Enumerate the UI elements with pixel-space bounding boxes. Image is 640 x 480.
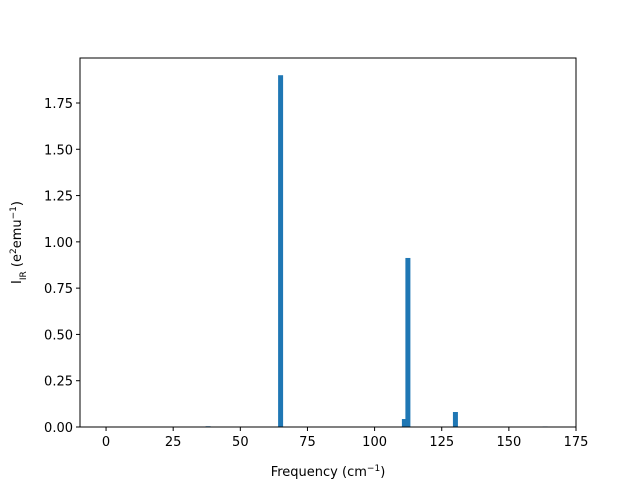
x-axis-label-part: ): [380, 465, 385, 480]
y-tick-label: 0.75: [44, 282, 73, 297]
y-axis-label-part: −1: [9, 206, 19, 219]
y-tick-label: 1.25: [44, 190, 73, 205]
x-tick-label: 0: [102, 435, 110, 450]
x-tick-label: 175: [564, 435, 589, 450]
bar: [452, 412, 458, 427]
y-axis-label-part: (e: [10, 254, 25, 271]
bar: [401, 419, 407, 427]
x-axis-label: Frequency (cm−1): [271, 464, 386, 480]
x-tick-label: 25: [165, 435, 182, 450]
x-tick-label: 150: [496, 435, 521, 450]
bar: [278, 75, 284, 428]
y-tick-label: 0.25: [44, 375, 73, 390]
y-axis-label-part: I: [10, 280, 25, 284]
bar: [405, 257, 411, 427]
y-tick-label: 1.75: [44, 97, 73, 112]
y-tick-label: 0.50: [44, 328, 73, 343]
y-axis-label-part: IR: [19, 271, 29, 280]
y-axis-label: IIR (e2emu−1): [9, 201, 29, 284]
plot-frame: [79, 57, 577, 428]
y-axis-label-part: ): [10, 201, 25, 206]
y-tick-label: 1.00: [44, 236, 73, 251]
x-tick-label: 100: [362, 435, 387, 450]
y-axis-label-part: emu: [10, 219, 25, 248]
x-tick-label: 75: [299, 435, 316, 450]
x-tick-label: 125: [429, 435, 454, 450]
x-axis-label-part: −1: [367, 464, 380, 474]
y-tick-label: 1.50: [44, 143, 73, 158]
y-axis-label-part: 2: [9, 248, 19, 254]
x-tick-label: 50: [232, 435, 249, 450]
y-tick-label: 0.00: [44, 421, 73, 436]
x-axis-label-part: Frequency (cm: [271, 465, 367, 480]
